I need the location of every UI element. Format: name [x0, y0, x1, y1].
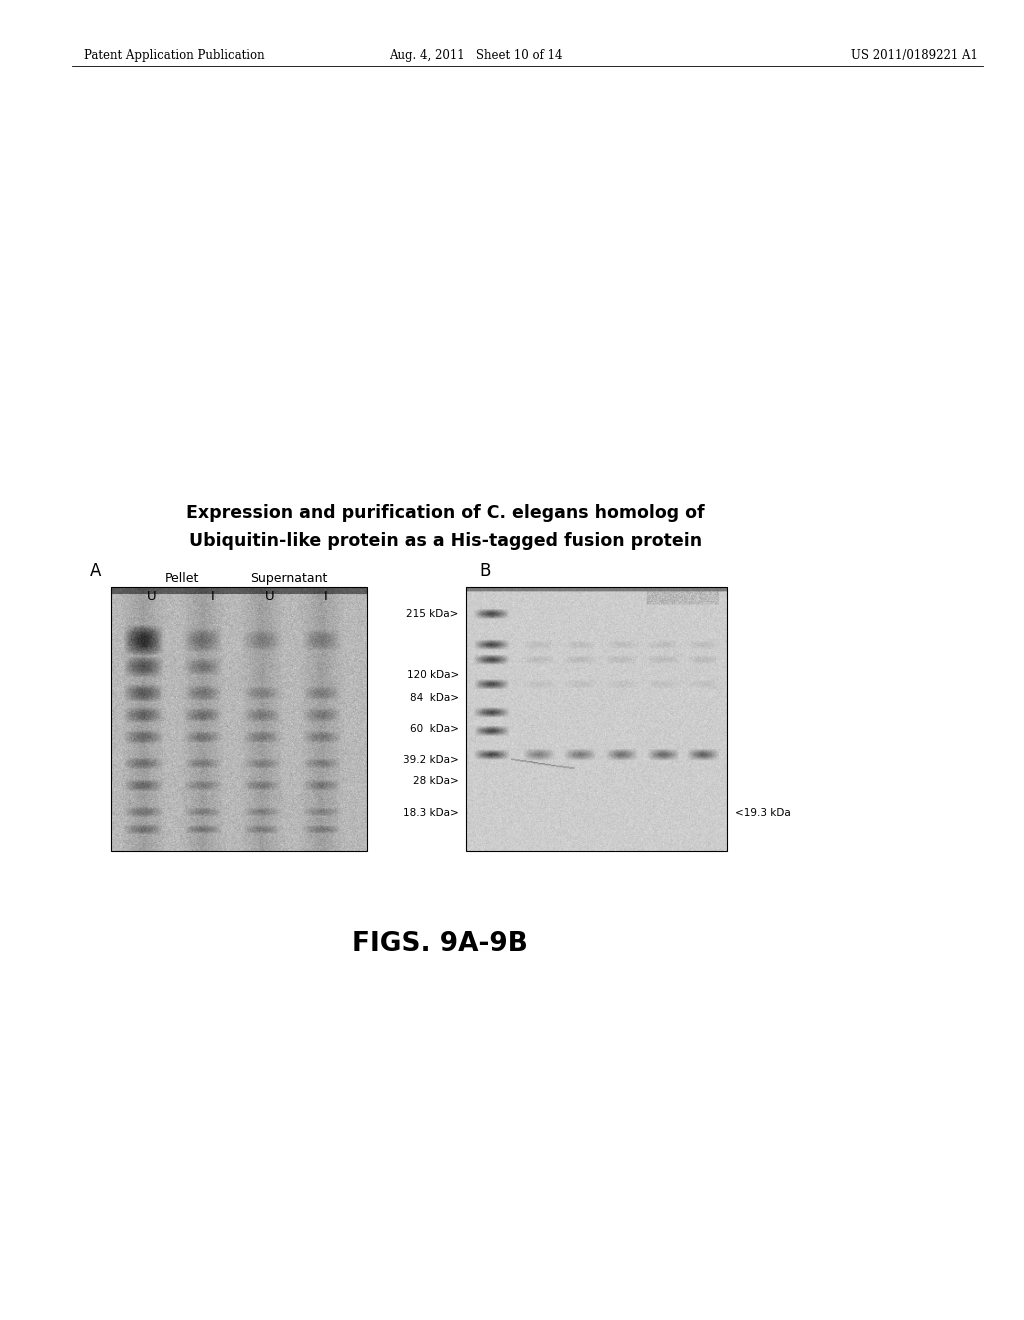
- Text: 18.3 kDa>: 18.3 kDa>: [403, 808, 459, 818]
- Text: FIGS. 9A-9B: FIGS. 9A-9B: [352, 931, 528, 957]
- Text: U: U: [146, 590, 157, 603]
- Text: Expression and purification of C. elegans homolog of: Expression and purification of C. elegan…: [186, 504, 705, 523]
- Text: A: A: [90, 562, 101, 581]
- Bar: [466, 587, 727, 851]
- Text: 84  kDa>: 84 kDa>: [410, 693, 459, 704]
- Text: I: I: [211, 590, 215, 603]
- Text: 28 kDa>: 28 kDa>: [413, 776, 459, 787]
- Bar: [111, 587, 367, 851]
- Text: B: B: [479, 562, 490, 581]
- Text: Supernatant: Supernatant: [250, 572, 328, 585]
- Text: 60  kDa>: 60 kDa>: [410, 723, 459, 734]
- Text: 120 kDa>: 120 kDa>: [407, 669, 459, 680]
- Text: 215 kDa>: 215 kDa>: [407, 609, 459, 619]
- Text: I: I: [324, 590, 328, 603]
- Text: US 2011/0189221 A1: US 2011/0189221 A1: [851, 49, 978, 62]
- Text: U: U: [264, 590, 274, 603]
- Text: Ubiquitin-like protein as a His-tagged fusion protein: Ubiquitin-like protein as a His-tagged f…: [188, 532, 702, 550]
- Text: 39.2 kDa>: 39.2 kDa>: [403, 755, 459, 766]
- Text: Aug. 4, 2011   Sheet 10 of 14: Aug. 4, 2011 Sheet 10 of 14: [389, 49, 563, 62]
- Text: <19.3 kDa: <19.3 kDa: [735, 808, 791, 818]
- Text: Pellet: Pellet: [165, 572, 200, 585]
- Text: Patent Application Publication: Patent Application Publication: [84, 49, 264, 62]
